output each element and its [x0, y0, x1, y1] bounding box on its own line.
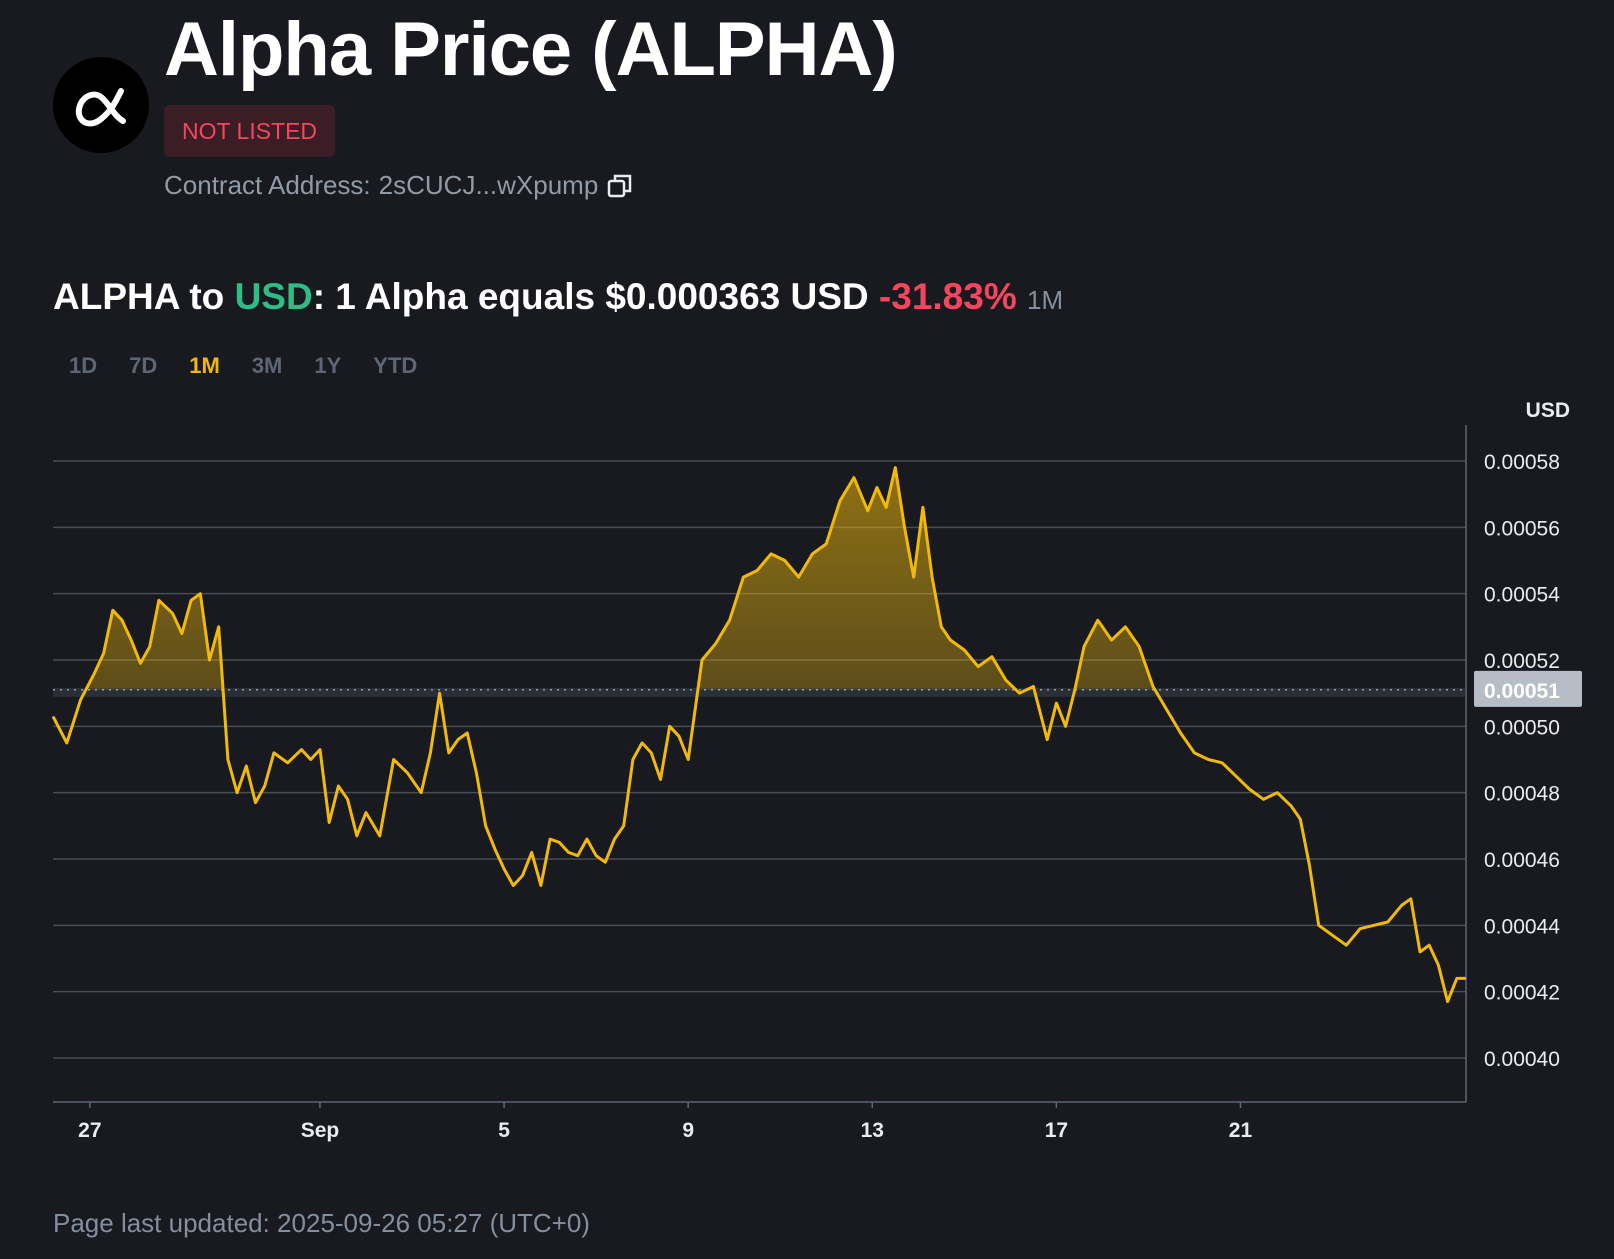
y-tick-label: 0.00052 — [1484, 650, 1560, 673]
not-listed-badge: NOT LISTED — [164, 105, 336, 157]
y-tick-label: 0.00040 — [1484, 1048, 1560, 1071]
headline-base: ALPHA to — [53, 276, 235, 317]
price-change: -31.83% — [878, 276, 1017, 317]
price-line — [51, 466, 1466, 1004]
tab-1d[interactable]: 1D — [69, 353, 98, 378]
time-range-tabs: 1D 7D 1M 3M 1Y YTD — [53, 352, 433, 380]
page-title: Alpha Price (ALPHA) — [164, 7, 898, 92]
y-tick-label: 0.00046 — [1484, 849, 1560, 872]
reference-price-box — [1474, 670, 1582, 707]
y-tick-label: 0.00048 — [1484, 783, 1560, 806]
price-chart[interactable]: 0.00051 0.00040 0.00042 0.00044 0.00046 0.00… — [0, 395, 1614, 1155]
tab-1m[interactable]: 1M — [189, 353, 220, 378]
y-tick-label: 0.00056 — [1484, 517, 1560, 540]
change-period: 1M — [1027, 285, 1064, 315]
x-tick-label: 21 — [1229, 1119, 1253, 1142]
tab-3m[interactable]: 3M — [251, 353, 283, 378]
tab-7d[interactable]: 7D — [129, 353, 158, 378]
tab-ytd[interactable]: YTD — [373, 353, 418, 378]
contract-value[interactable]: 2sCUCJ...wXpump — [378, 170, 599, 200]
x-tick-label: 5 — [498, 1119, 510, 1142]
y-tick-label: 0.00042 — [1484, 982, 1560, 1005]
contract-label: Contract Address: — [164, 170, 371, 200]
tab-1y[interactable]: 1Y — [314, 353, 342, 378]
copy-icon[interactable] — [606, 172, 634, 200]
price-area-fill — [85, 467, 1155, 690]
x-tick-label: 9 — [682, 1119, 694, 1142]
y-tick-label: 0.00050 — [1484, 716, 1560, 739]
x-tick-label: 27 — [78, 1119, 101, 1142]
page-last-updated: Page last updated: 2025-09-26 05:27 (UTC… — [53, 1208, 590, 1238]
y-axis-unit-label: USD — [1526, 399, 1570, 422]
price-chart-svg[interactable]: 0.00051 0.00040 0.00042 0.00044 0.00046 0.00… — [0, 395, 1614, 1150]
x-tick-label: Sep — [301, 1119, 340, 1142]
price-headline: ALPHA to USD: 1 Alpha equals $0.000363 U… — [53, 276, 1063, 318]
headline-quote-currency[interactable]: USD — [234, 276, 313, 317]
alpha-logo — [53, 57, 149, 153]
y-tick-label: 0.00058 — [1484, 451, 1560, 474]
x-tick-label: 17 — [1045, 1119, 1068, 1142]
contract-address: Contract Address: 2sCUCJ...wXpump — [164, 170, 634, 201]
x-tick-label: 13 — [861, 1119, 884, 1142]
reference-price-label: 0.00051 — [1484, 680, 1560, 703]
alpha-symbol-icon — [75, 88, 126, 127]
y-tick-label: 0.00044 — [1484, 915, 1560, 938]
y-tick-label: 0.00054 — [1484, 584, 1560, 607]
headline-text: : 1 Alpha equals $0.000363 USD — [312, 276, 879, 317]
reference-band — [53, 687, 1466, 697]
